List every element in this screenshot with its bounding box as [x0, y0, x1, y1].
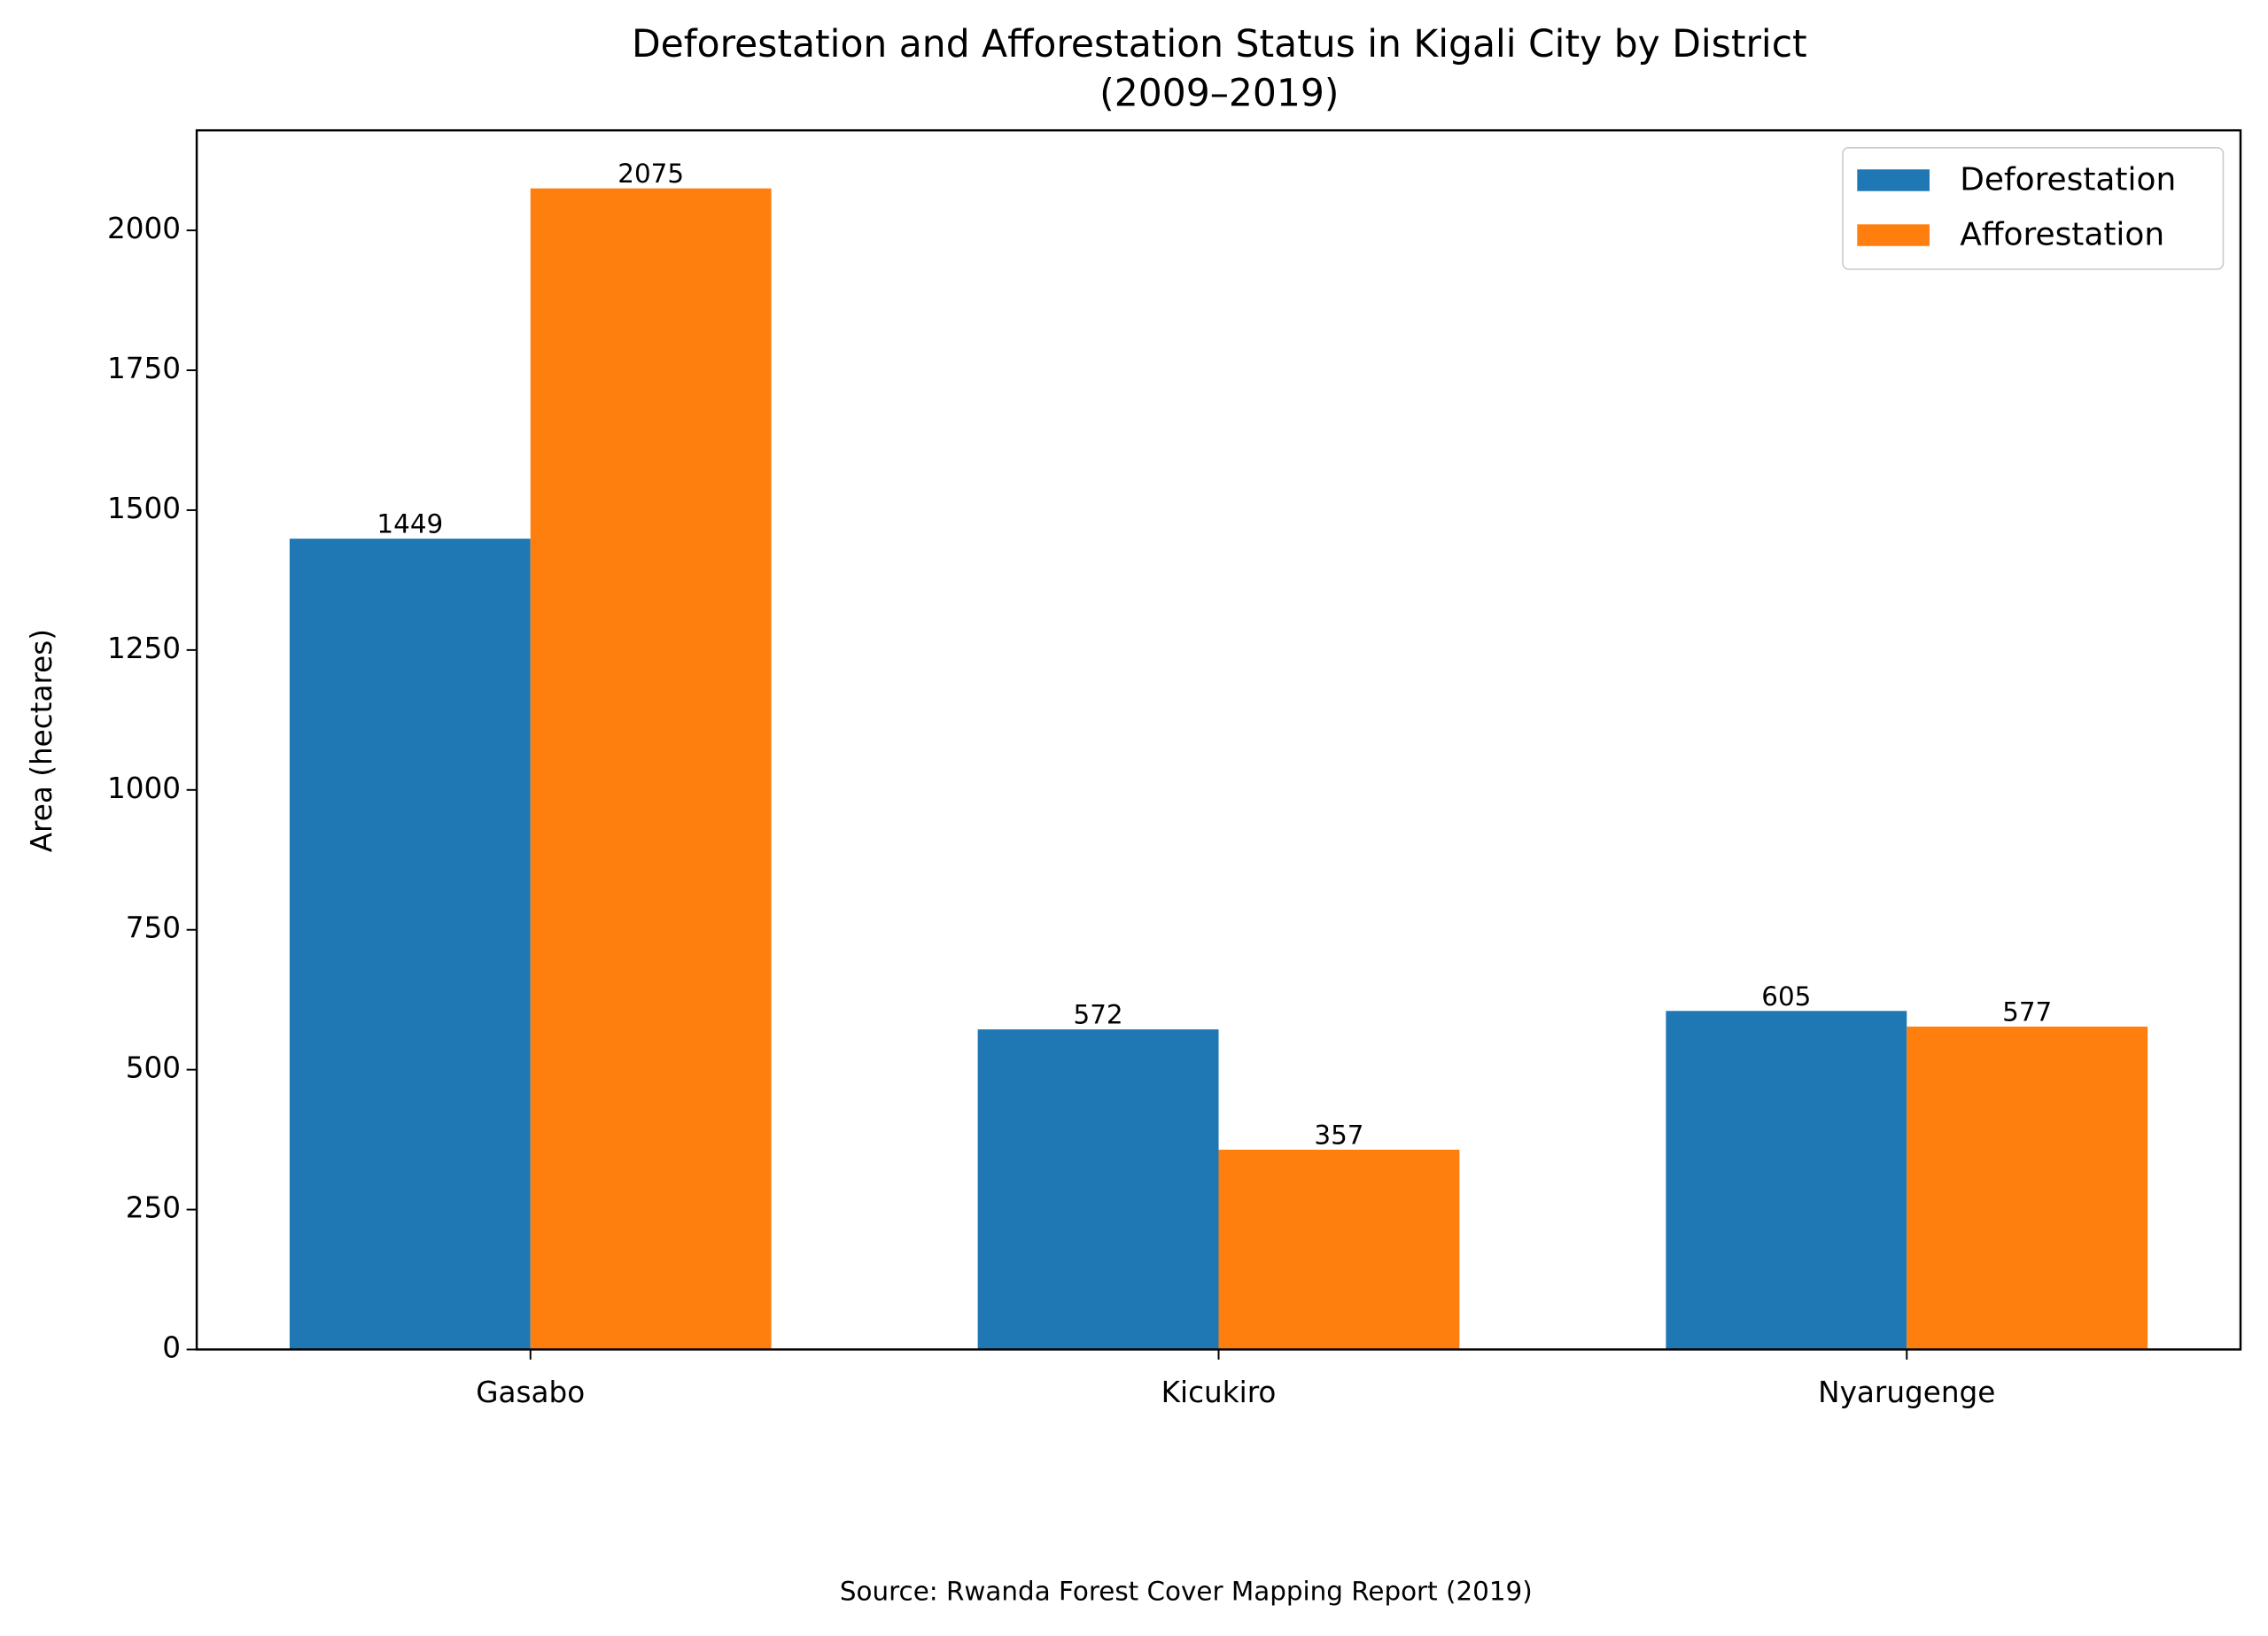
bar — [1907, 1027, 2148, 1350]
value-label: 2075 — [617, 159, 684, 189]
x-tick-label: Nyarugenge — [1818, 1376, 1995, 1409]
chart-subtitle: (2009–2019) — [1099, 72, 1339, 115]
legend-label: Deforestation — [1960, 161, 2176, 198]
y-tick-label: 0 — [162, 1330, 181, 1364]
y-axis-label: Area (hectares) — [25, 629, 58, 852]
legend-label: Afforestation — [1960, 216, 2164, 252]
x-tick-label: Gasabo — [476, 1376, 585, 1409]
value-label: 572 — [1074, 1000, 1123, 1030]
value-label: 577 — [2002, 996, 2052, 1027]
y-tick-label: 750 — [126, 911, 181, 945]
legend-box — [1842, 146, 2225, 270]
y-tick-label: 1750 — [107, 352, 181, 385]
y-tick-label: 2000 — [107, 212, 181, 245]
value-label: 605 — [1761, 981, 1811, 1012]
legend-swatch — [1857, 169, 1930, 191]
bar — [977, 1029, 1219, 1350]
value-label: 357 — [1314, 1120, 1363, 1150]
y-tick-label: 1250 — [107, 632, 181, 665]
y-tick-label: 500 — [126, 1051, 181, 1085]
value-label: 1449 — [377, 509, 443, 539]
y-tick-label: 250 — [126, 1191, 181, 1225]
y-tick-label: 1000 — [107, 771, 181, 805]
legend-swatch — [1857, 224, 1930, 246]
bar — [1218, 1149, 1460, 1350]
bar — [1666, 1011, 1907, 1350]
y-tick-label: 1500 — [107, 492, 181, 525]
plot-frame — [195, 128, 2242, 1351]
bar — [289, 539, 531, 1350]
bar — [530, 188, 772, 1350]
chart-title: Deforestation and Afforestation Status i… — [632, 23, 1807, 66]
source-note: Source: Rwanda Forest Cover Mapping Repo… — [840, 1576, 1533, 1606]
x-tick-label: Kicukiro — [1161, 1376, 1277, 1409]
